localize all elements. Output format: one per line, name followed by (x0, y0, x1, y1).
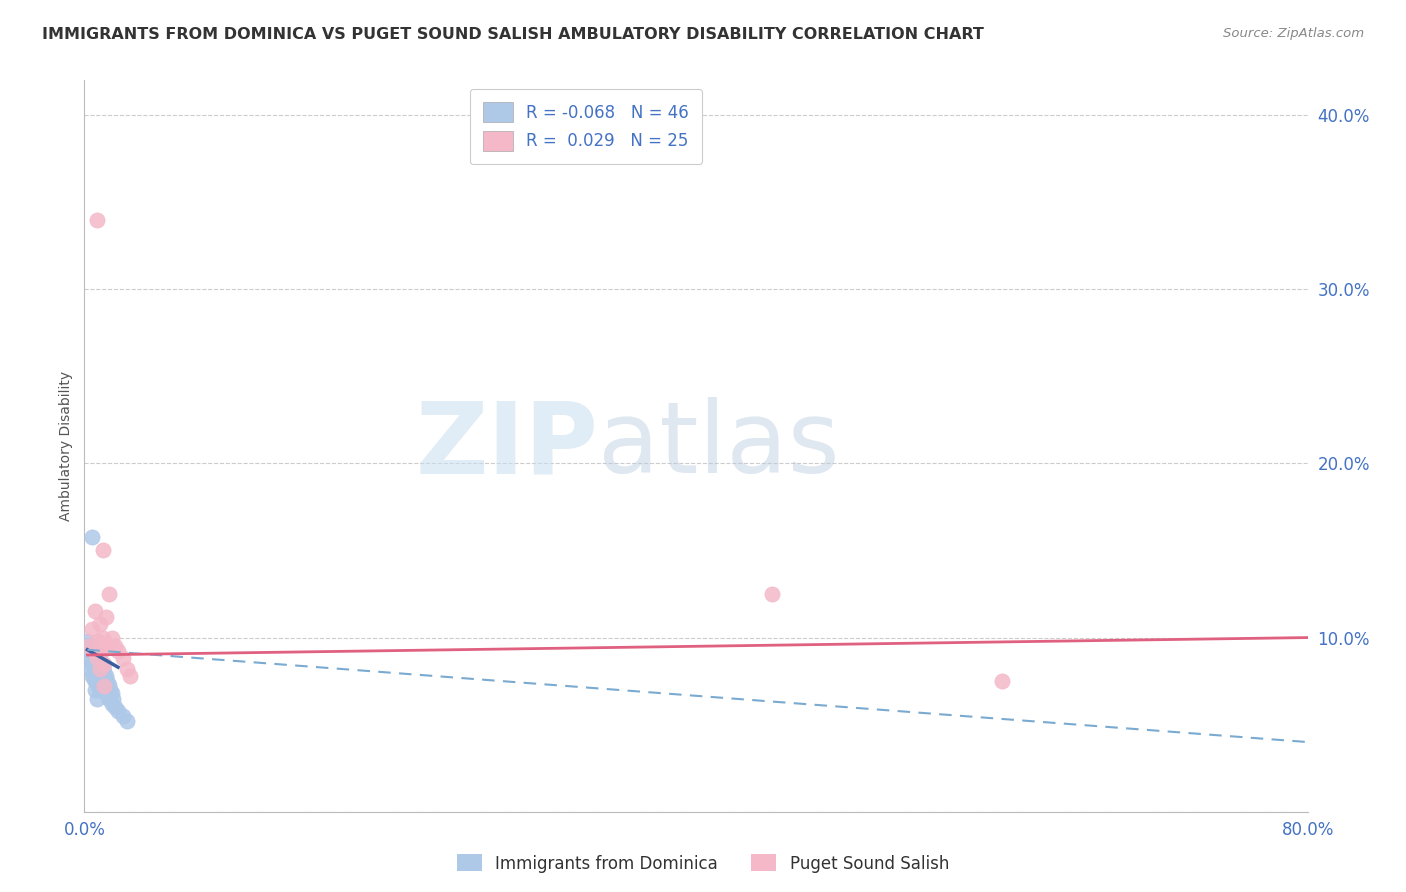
Point (104, 700, 127, 714)
Point (86, 651, 108, 665)
Point (84, 682, 107, 697)
Legend: Immigrants from Dominica, Puget Sound Salish: Immigrants from Dominica, Puget Sound Sa… (450, 847, 956, 880)
Point (83, 655, 105, 669)
Point (89, 662, 111, 676)
Text: Source: ZipAtlas.com: Source: ZipAtlas.com (1223, 27, 1364, 40)
Point (87, 665, 110, 680)
Point (111, 651, 134, 665)
Point (77, 644, 100, 658)
Point (84, 660, 107, 674)
Point (89, 616, 111, 631)
Point (86, 691, 108, 706)
Point (96, 686, 118, 700)
Point (101, 686, 124, 700)
Point (84, 648, 107, 662)
Point (83, 644, 105, 658)
Point (90, 669, 112, 683)
Point (96, 640, 118, 654)
Point (84, 604, 107, 618)
Point (107, 704, 129, 718)
Text: atlas: atlas (598, 398, 839, 494)
Point (97, 587, 120, 601)
Point (98, 682, 121, 697)
Point (90, 657, 112, 671)
Legend: R = -0.068   N = 46, R =  0.029   N = 25: R = -0.068 N = 46, R = 0.029 N = 25 (470, 88, 702, 164)
Point (86, 676, 108, 690)
Text: ZIP: ZIP (415, 398, 598, 494)
Point (101, 631, 124, 645)
Point (87, 653, 110, 667)
Point (991, 674, 1014, 689)
Point (107, 644, 129, 658)
Point (83, 673, 105, 687)
Point (90, 644, 112, 658)
Point (79, 651, 101, 665)
Point (80, 622, 103, 636)
Point (93, 679, 115, 693)
Point (79, 662, 101, 676)
Point (96, 674, 118, 689)
Point (93, 679, 115, 693)
Point (86, 662, 108, 676)
Y-axis label: Ambulatory Disability: Ambulatory Disability (59, 371, 73, 521)
Point (80, 530, 103, 544)
Point (84, 674, 107, 689)
Point (91, 631, 114, 645)
Point (91, 674, 114, 689)
Point (93, 657, 115, 671)
Point (104, 640, 127, 654)
Point (89, 648, 111, 662)
Point (77, 640, 100, 654)
Point (97, 691, 120, 706)
Point (94, 682, 117, 697)
Point (103, 691, 125, 706)
Point (83, 644, 105, 658)
Point (97, 677, 120, 691)
Point (120, 669, 142, 683)
Point (80, 640, 103, 654)
Point (91, 662, 114, 676)
Point (94, 609, 117, 624)
Point (115, 662, 138, 676)
Point (101, 697, 124, 711)
Point (80, 657, 103, 671)
Point (91, 543, 114, 558)
Point (86, 651, 108, 665)
Point (86, 212, 108, 227)
Point (89, 682, 111, 697)
Point (115, 714, 138, 728)
Point (89, 671, 111, 685)
Text: IMMIGRANTS FROM DOMINICA VS PUGET SOUND SALISH AMBULATORY DISABILITY CORRELATION: IMMIGRANTS FROM DOMINICA VS PUGET SOUND … (42, 27, 984, 42)
Point (111, 709, 134, 723)
Point (87, 634, 110, 648)
Point (93, 665, 115, 680)
Point (87, 679, 110, 693)
Point (80, 669, 103, 683)
Point (761, 587, 783, 601)
Point (94, 669, 117, 683)
Point (76, 634, 98, 648)
Point (89, 660, 111, 674)
